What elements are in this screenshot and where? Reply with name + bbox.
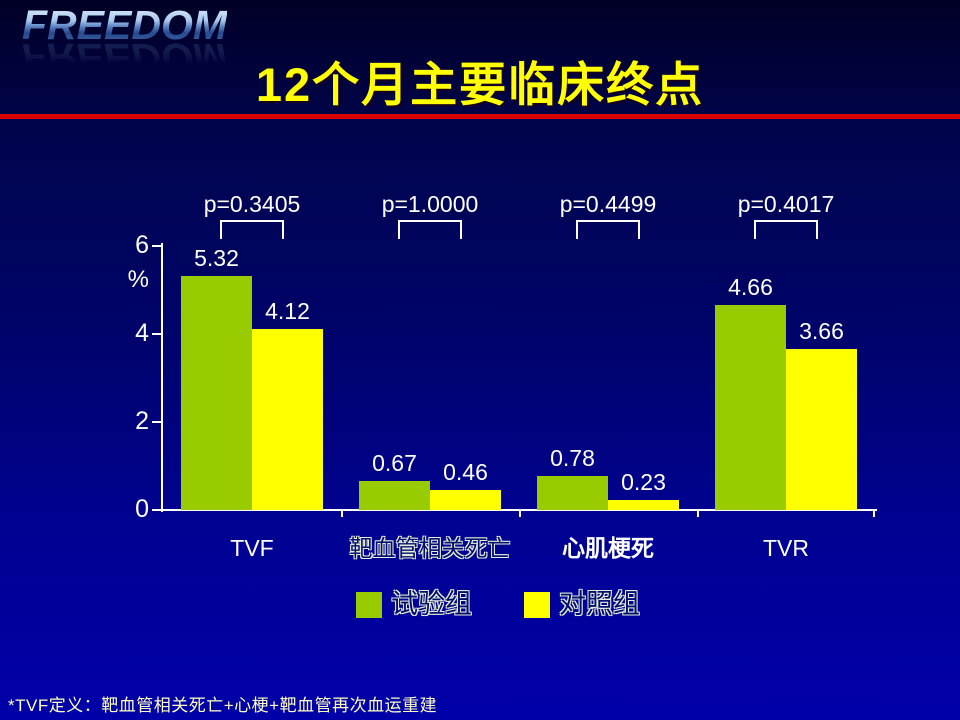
category-label-tvf: TVF xyxy=(230,535,274,561)
freedom-logo-text: FREEDOM xyxy=(22,2,227,48)
y-tick-label: 2 xyxy=(135,407,149,435)
control-group-bar-tvr xyxy=(786,349,857,510)
legend-item-experimental-group: 试验组 xyxy=(356,591,472,618)
slide-title: 12个月主要临床终点 xyxy=(255,58,705,111)
experimental-group-bar-tvf xyxy=(181,276,252,510)
x-axis-tick xyxy=(519,510,521,517)
x-axis-tick xyxy=(873,510,875,517)
experimental-group-bar-mi xyxy=(537,476,608,510)
y-tick-label: 0 xyxy=(135,495,149,523)
bar-value-control-group-mi: 0.23 xyxy=(621,469,666,495)
control-group-bar-target-vessel-death xyxy=(430,490,501,510)
legend-item-control-group: 对照组 xyxy=(524,591,640,618)
y-tick xyxy=(152,333,161,335)
bar-value-experimental-group-tvr: 4.66 xyxy=(728,274,773,300)
comparison-bracket-target-vessel-death xyxy=(398,220,462,239)
experimental-group-bar-tvr xyxy=(715,305,786,510)
comparison-bracket-tvr xyxy=(754,220,818,239)
footnote: *TVF定义：靶血管相关死亡+心梗+靶血管再次血运重建 xyxy=(8,696,438,715)
category-label-target-vessel-death: 靶血管相关死亡 xyxy=(349,535,511,561)
experimental-group-bar-target-vessel-death xyxy=(359,481,430,510)
y-tick xyxy=(152,421,161,423)
p-value-label-tvr: p=0.4017 xyxy=(737,191,835,217)
p-value-label-target-vessel-death: p=1.0000 xyxy=(381,191,479,217)
y-tick xyxy=(152,245,161,247)
control-group-bar-tvf xyxy=(252,329,323,510)
chart-legend: 试验组 对照组 xyxy=(356,591,640,618)
category-label-tvr: TVR xyxy=(763,535,809,561)
bar-value-experimental-group-mi: 0.78 xyxy=(550,445,595,471)
y-tick-label: 4 xyxy=(135,319,149,347)
bar-value-control-group-target-vessel-death: 0.46 xyxy=(443,459,488,485)
control-group-bar-mi xyxy=(608,500,679,510)
y-axis-unit-label: % xyxy=(127,266,149,293)
p-value-label-tvf: p=0.3405 xyxy=(203,191,301,217)
freedom-logo: FREEDOM FREEDOM xyxy=(22,2,227,82)
x-axis-tick xyxy=(697,510,699,517)
legend-swatch-control-group xyxy=(524,591,550,618)
legend-label-experimental-group: 试验组 xyxy=(391,589,472,619)
comparison-bracket-mi xyxy=(576,220,640,239)
bar-value-experimental-group-target-vessel-death: 0.67 xyxy=(372,450,417,476)
header-divider xyxy=(0,114,960,119)
y-axis-line xyxy=(161,243,163,512)
category-label-mi: 心肌梗死 xyxy=(562,535,654,561)
bar-value-control-group-tvf: 4.12 xyxy=(265,298,310,324)
bar-value-control-group-tvr: 3.66 xyxy=(799,318,844,344)
p-value-label-mi: p=0.4499 xyxy=(559,191,657,217)
y-tick xyxy=(152,509,161,511)
comparison-bracket-tvf xyxy=(220,220,284,239)
legend-label-control-group: 对照组 xyxy=(559,589,640,619)
legend-swatch-experimental-group xyxy=(356,591,382,618)
x-axis-tick xyxy=(341,510,343,517)
y-tick-label: 6 xyxy=(135,231,149,259)
bar-value-experimental-group-tvf: 5.32 xyxy=(194,245,239,271)
